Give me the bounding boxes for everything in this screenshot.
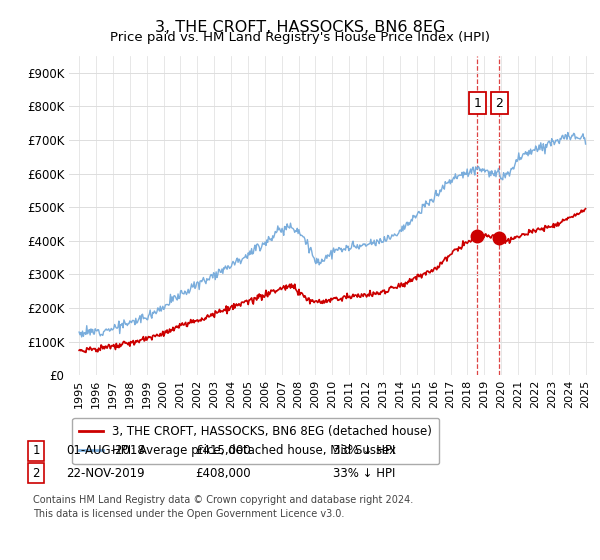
Text: Contains HM Land Registry data © Crown copyright and database right 2024.
This d: Contains HM Land Registry data © Crown c…: [33, 495, 413, 519]
Text: £415,000: £415,000: [195, 444, 251, 458]
Text: 33% ↓ HPI: 33% ↓ HPI: [333, 444, 395, 458]
Text: 2: 2: [496, 96, 503, 110]
Text: 1: 1: [32, 444, 40, 458]
Text: £408,000: £408,000: [195, 466, 251, 480]
Text: 22-NOV-2019: 22-NOV-2019: [66, 466, 145, 480]
Text: 01-AUG-2018: 01-AUG-2018: [66, 444, 145, 458]
Text: 2: 2: [32, 466, 40, 480]
Text: Price paid vs. HM Land Registry's House Price Index (HPI): Price paid vs. HM Land Registry's House …: [110, 31, 490, 44]
Text: 3, THE CROFT, HASSOCKS, BN6 8EG: 3, THE CROFT, HASSOCKS, BN6 8EG: [155, 20, 445, 35]
Text: 1: 1: [473, 96, 481, 110]
Legend: 3, THE CROFT, HASSOCKS, BN6 8EG (detached house), HPI: Average price, detached h: 3, THE CROFT, HASSOCKS, BN6 8EG (detache…: [72, 418, 439, 464]
Text: 33% ↓ HPI: 33% ↓ HPI: [333, 466, 395, 480]
